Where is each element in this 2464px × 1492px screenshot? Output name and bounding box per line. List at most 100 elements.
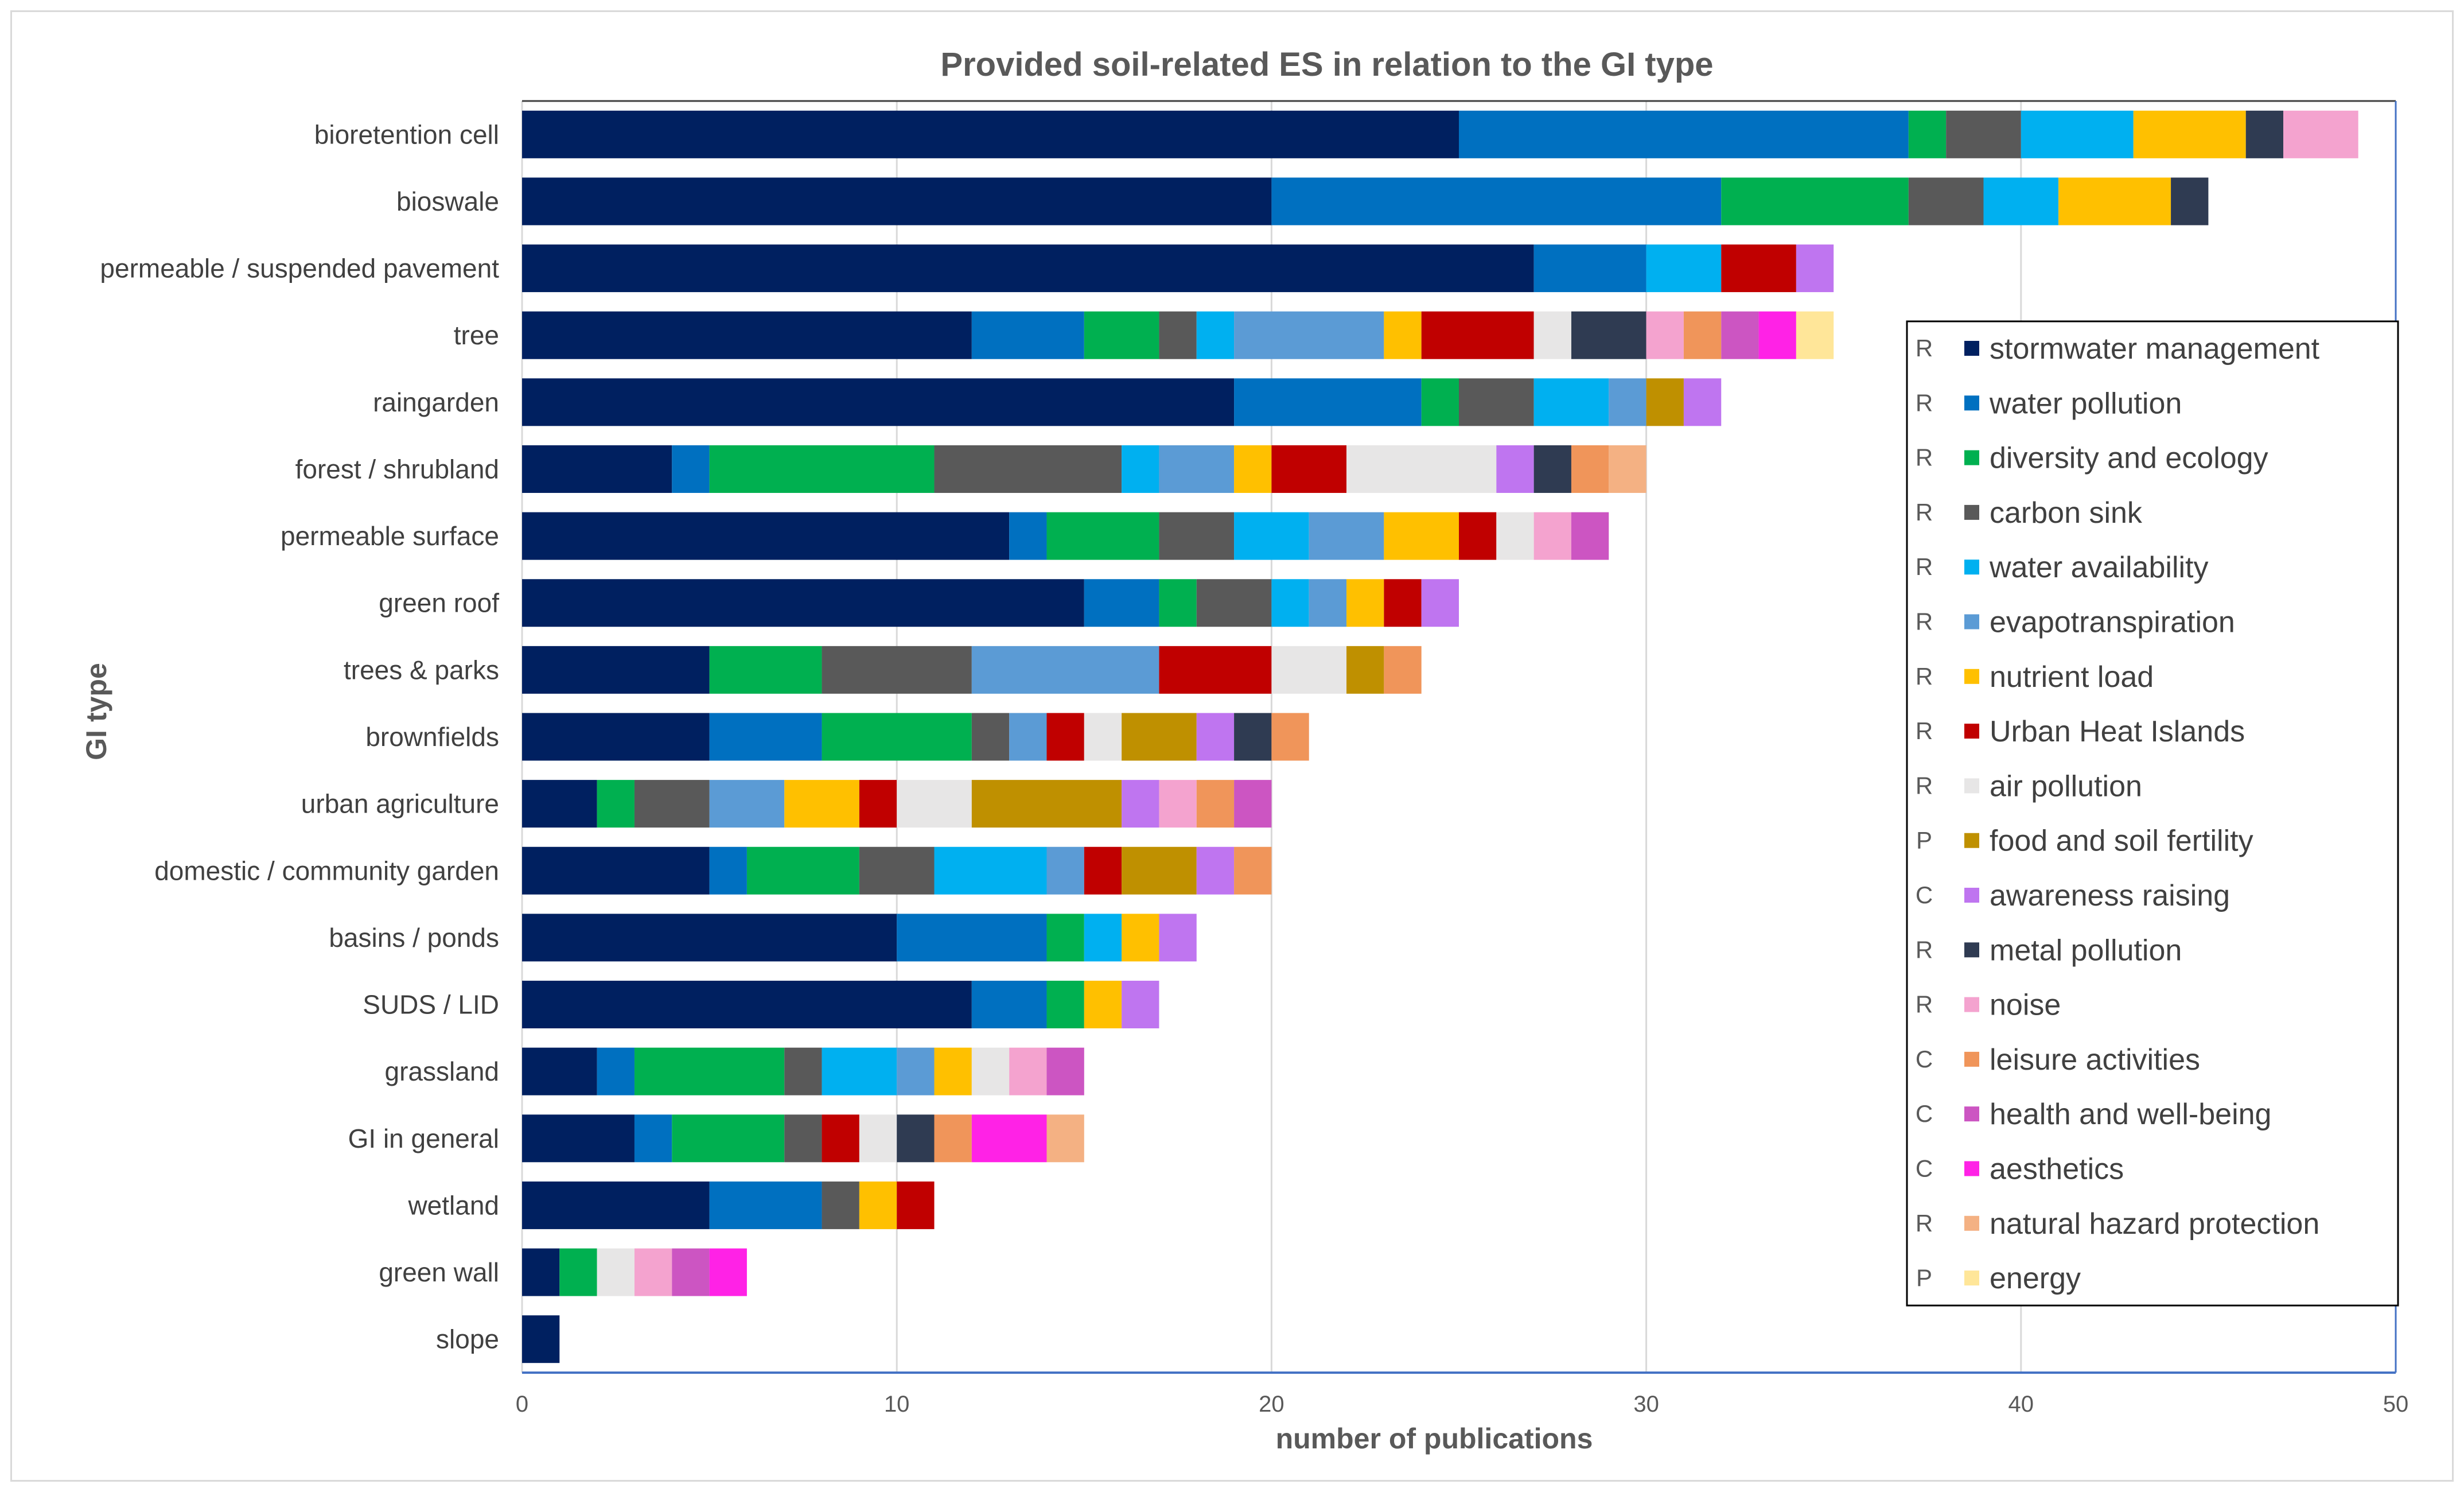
bar-segment	[522, 1181, 710, 1229]
legend-swatch	[1964, 450, 1979, 465]
legend-swatch	[1964, 1106, 1979, 1122]
bar-segment	[1346, 646, 1384, 694]
bar-segment	[709, 846, 747, 895]
legend-code: R	[1916, 1210, 1933, 1237]
legend-code: P	[1916, 1264, 1932, 1291]
legend-swatch	[1964, 833, 1979, 848]
bar-segment	[1459, 512, 1497, 560]
bar-segment	[634, 1047, 785, 1095]
bar-segment	[1234, 512, 1309, 560]
bar-segment	[1683, 311, 1722, 359]
bar-segment	[1122, 914, 1159, 962]
legend-code: C	[1916, 1155, 1933, 1182]
bar-segment	[1346, 445, 1497, 493]
legend-label: evapotranspiration	[1990, 606, 2235, 639]
bar-segment	[746, 846, 859, 895]
y-category-labels: bioretention cell bioswale permeable / sus…	[100, 119, 499, 1354]
bar-segment	[522, 981, 972, 1029]
bar-segment	[634, 780, 710, 828]
bar-segment	[1046, 1114, 1084, 1163]
legend-code: R	[1916, 444, 1933, 471]
legend-label: nutrient load	[1990, 660, 2154, 694]
legend-label: carbon sink	[1990, 496, 2143, 530]
bar-segment	[709, 713, 822, 761]
bar-segment	[934, 1114, 972, 1163]
bar-segment	[1046, 981, 1084, 1029]
bar-segment	[709, 646, 822, 694]
x-tick-labels: 0 10 20 30 40 50	[516, 1392, 2408, 1417]
bar-segment	[522, 713, 710, 761]
bar-segment	[1271, 646, 1347, 694]
bar-segment	[709, 1248, 747, 1296]
legend-label: diversity and ecology	[1990, 442, 2268, 475]
bar-segment	[1159, 512, 1235, 560]
bar-segment	[934, 846, 1047, 895]
legend-label: awareness raising	[1990, 879, 2230, 912]
bar-segment	[522, 579, 1084, 627]
y-category-label: grassland	[385, 1056, 499, 1086]
chart-frame	[10, 10, 2454, 1482]
bar-segment	[1159, 780, 1197, 828]
bar-segment	[1196, 713, 1235, 761]
bar-segment	[1084, 846, 1122, 895]
bar-segment	[897, 1181, 935, 1229]
legend-code: C	[1916, 1046, 1933, 1073]
bar-segment	[522, 244, 1534, 293]
bar-segment	[1122, 981, 1159, 1029]
bar-segment	[1459, 110, 1909, 158]
legend-swatch	[1964, 1051, 1979, 1067]
y-category-label: green wall	[379, 1257, 499, 1287]
y-category-label: forest / shrubland	[295, 454, 499, 484]
legend-swatch	[1964, 395, 1979, 411]
y-category-label: tree	[454, 320, 499, 350]
legend-code: C	[1916, 1100, 1933, 1127]
bar-segment	[1459, 378, 1534, 426]
bar-segment	[522, 1114, 635, 1163]
y-category-label: urban agriculture	[301, 789, 499, 819]
bar-segment	[1009, 512, 1047, 560]
bar-segment	[784, 1047, 822, 1095]
bar-segment	[522, 646, 710, 694]
y-category-label: wetland	[407, 1190, 499, 1220]
bar-segment	[1758, 311, 1796, 359]
bar-segment	[1234, 713, 1272, 761]
bar-segment	[1384, 512, 1459, 560]
bar-segment	[1234, 311, 1384, 359]
bar-segment	[1196, 780, 1235, 828]
bar-segment	[1122, 713, 1197, 761]
bar-segment	[522, 311, 972, 359]
legend-code: R	[1916, 772, 1933, 799]
y-category-label: domestic / community garden	[154, 856, 499, 885]
bar-segment	[522, 445, 672, 493]
bar-segment	[1234, 846, 1272, 895]
bar-segment	[1046, 846, 1084, 895]
legend-swatch	[1964, 942, 1979, 958]
y-category-label: permeable / suspended pavement	[100, 254, 499, 283]
legend-code: R	[1916, 717, 1933, 744]
legend-label: health and well-being	[1990, 1098, 2271, 1131]
bar-segment	[1009, 713, 1047, 761]
bar-segment	[971, 713, 1010, 761]
legend-swatch	[1964, 341, 1979, 356]
bar-segment	[1609, 445, 1646, 493]
bar-segment	[1721, 244, 1796, 293]
bar-segment	[1721, 311, 1759, 359]
bar-segment	[897, 1047, 935, 1095]
y-axis-title: GI type	[80, 663, 112, 760]
bar-segment	[1196, 846, 1235, 895]
bar-segment	[634, 1114, 672, 1163]
bar-segment	[522, 177, 1272, 226]
bar-segment	[522, 846, 710, 895]
bar-segment	[1496, 445, 1534, 493]
legend-label: noise	[1990, 989, 2061, 1022]
bar-segment	[2133, 110, 2246, 158]
bar-segment	[822, 1114, 859, 1163]
legend-code: P	[1916, 827, 1932, 854]
bar-segment	[2058, 177, 2171, 226]
bar-segment	[1571, 445, 1609, 493]
legend-code: R	[1916, 335, 1933, 362]
bar-segment	[971, 1047, 1010, 1095]
bar-segment	[1796, 311, 1834, 359]
bar-segment	[1609, 378, 1646, 426]
